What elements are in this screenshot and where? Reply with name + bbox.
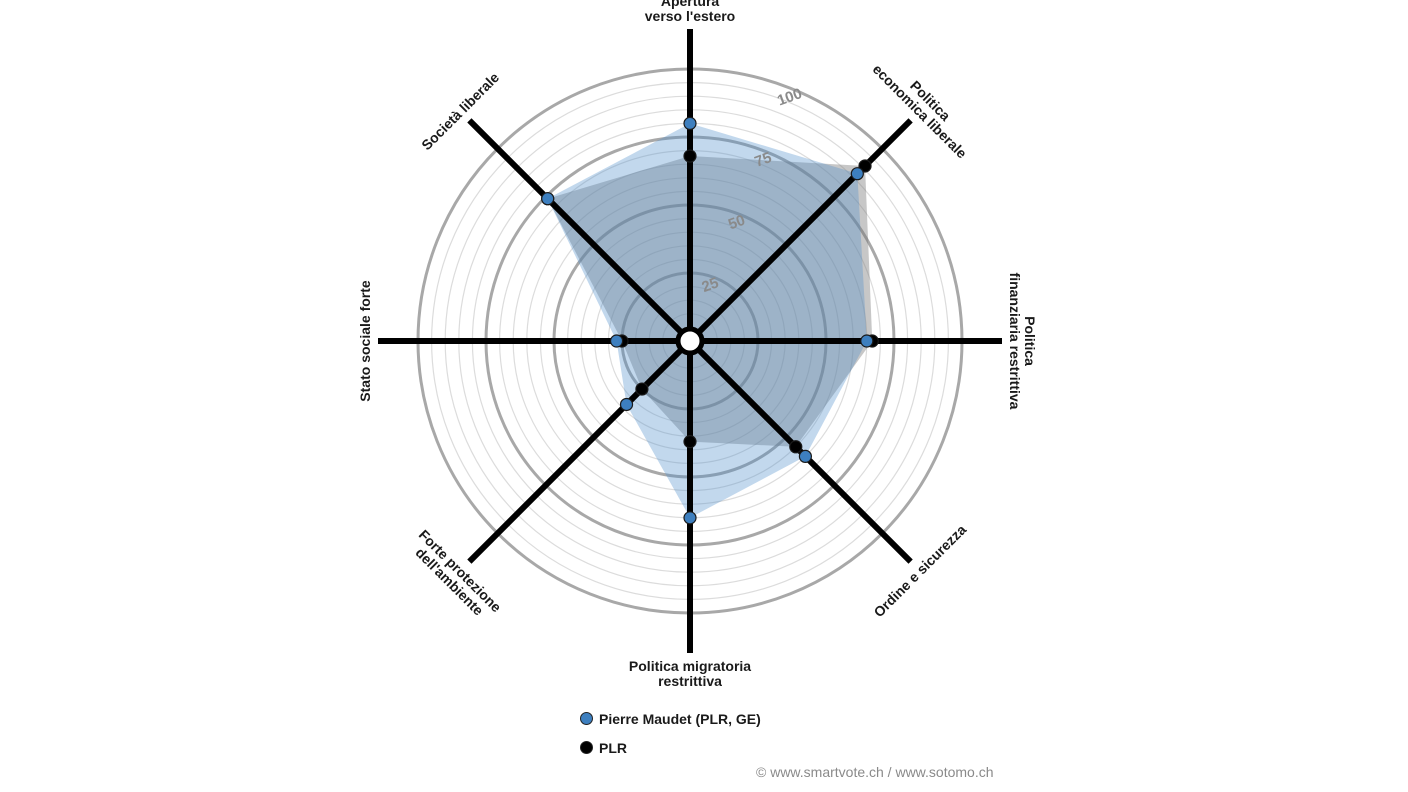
axis-label-0: Apertura verso l'estero [645,0,736,24]
legend-label-maudet: Pierre Maudet (PLR, GE) [599,710,761,727]
tick-label-25: 25 [700,274,721,296]
data-point [683,511,697,525]
data-point [860,334,874,348]
data-point [683,435,697,449]
axis-label-line: Politica [1022,316,1038,366]
center-hub [675,326,705,356]
data-point [798,449,812,463]
axis-spoke [687,118,913,344]
axis-label-line: finanziaria restrittiva [1007,273,1023,410]
data-point [683,149,697,163]
legend-label-plr: PLR [599,739,627,756]
legend-item-plr: PLR [580,733,761,762]
axis-label-2: Politicafinanziaria restrittiva [1007,273,1038,410]
axis-label-line: Stato sociale forte [357,280,373,402]
axis-label-line: restrittiva [658,673,722,689]
axis-label-line: Apertura [661,0,720,9]
credit-text: © www.smartvote.ch / www.sotomo.ch [756,764,994,780]
axis-label-line: verso l'estero [645,8,736,24]
data-point [541,192,555,206]
axis-label-line: Politica migratoria [629,658,751,674]
data-point [858,159,872,173]
data-point [609,334,624,348]
axis-label-4: Politica migratoria restrittiva [629,658,751,689]
data-point [850,167,864,181]
series-points-maudet [541,116,874,525]
data-point [789,440,803,454]
data-point [635,382,649,396]
axis-label-6: Stato sociale forte [357,280,373,402]
series-area-plr [547,156,873,447]
tick-label-100: 100 [775,85,804,110]
tick-label-50: 50 [726,212,747,234]
tick-label-75: 75 [752,149,773,171]
legend-marker-plr [580,741,593,754]
data-point [619,397,634,412]
axis-spoke [467,118,693,344]
legend-marker-maudet [580,712,593,725]
legend: Pierre Maudet (PLR, GE) PLR [580,704,761,762]
axis-spoke [467,338,693,564]
legend-item-maudet: Pierre Maudet (PLR, GE) [580,704,761,733]
data-point [683,116,697,131]
